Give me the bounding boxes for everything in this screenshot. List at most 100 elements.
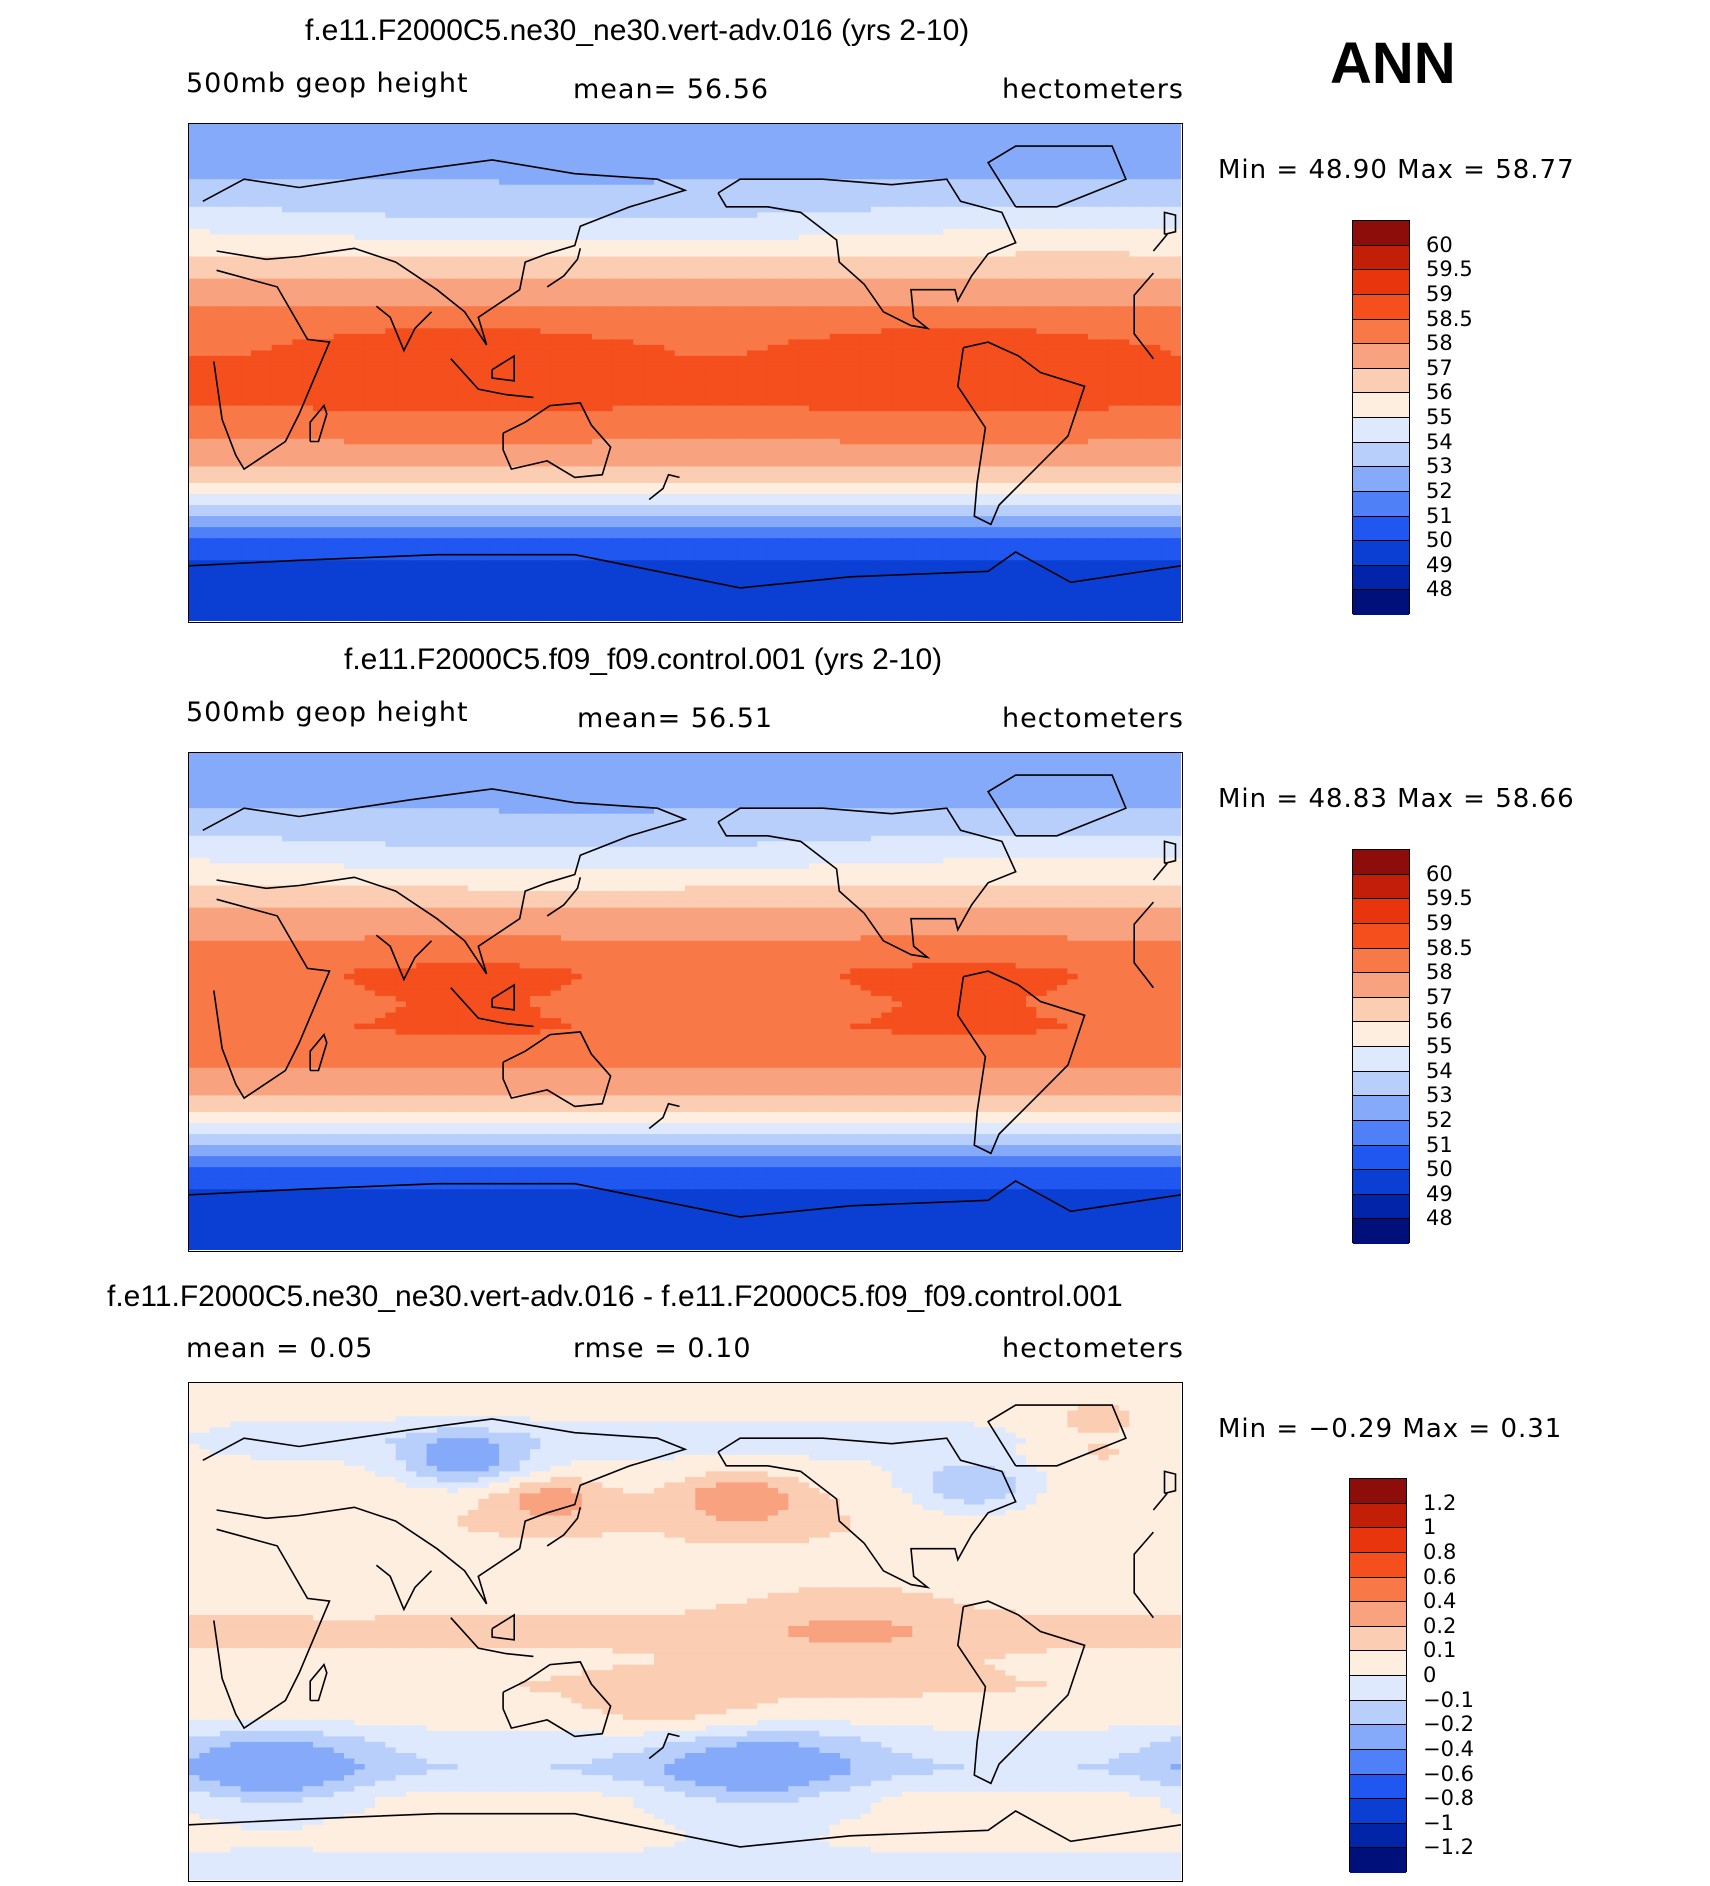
contour-cell [1036,124,1048,131]
contour-cell [478,129,490,136]
contour-cell [313,173,324,180]
contour-cell [447,355,459,363]
contour-cell [912,366,924,374]
contour-cell [788,245,800,252]
contour-cell [364,223,376,230]
contour-cell [1046,350,1058,357]
contour-cell [209,361,221,368]
contour-cell [230,212,242,219]
contour-cell [829,162,841,169]
contour-cell [736,162,748,169]
contour-cell [964,355,975,363]
contour-cell [271,173,283,180]
contour-cell [313,333,324,340]
contour-cell [933,146,944,153]
contour-cell [1077,289,1089,296]
contour-cell [778,317,789,324]
contour-cell [540,311,552,318]
contour-cell [747,217,758,224]
contour-cell [519,223,531,230]
contour-cell [654,217,665,224]
contour-cell [747,322,758,329]
contour-cell [540,273,552,280]
contour-cell [943,289,955,296]
contour-cell [716,262,727,269]
contour-cell [902,355,913,363]
contour-cell [1108,311,1120,318]
contour-cell [1139,162,1151,169]
contour-cell [984,157,996,164]
contour-cell [592,228,603,236]
contour-cell [220,206,231,213]
contour-cell [881,184,893,191]
contour-cell [809,267,820,274]
contour-cell [240,157,252,164]
contour-cell [747,344,758,352]
contour-cell [261,124,273,131]
contour-cell [519,366,531,374]
contour-cell [230,262,242,269]
contour-cell [261,400,273,407]
contour-cell [1150,168,1161,175]
contour-cell [891,129,903,136]
contour-cell [767,350,779,357]
contour-cell [1036,400,1048,407]
contour-cell [788,328,800,335]
contour-cell [984,333,996,340]
contour-cell [457,322,469,329]
contour-cell [282,184,293,191]
contour-cell [871,339,882,346]
contour-cell [230,206,242,213]
contour-cell [1015,311,1027,318]
contour-cell [1046,256,1058,263]
contour-cell [282,311,293,318]
contour-cell [395,157,407,164]
contour-cell [240,168,252,175]
contour-cell [829,372,841,379]
contour-cell [736,361,748,368]
contour-cell [344,173,355,180]
contour-cell [561,124,572,131]
contour-cell [788,355,800,363]
contour-cell [736,317,748,324]
contour-cell [240,400,252,407]
contour-cell [943,322,955,329]
contour-cell [995,262,1006,269]
contour-cell [468,273,479,280]
contour-cell [964,124,975,131]
contour-cell [1077,157,1089,164]
contour-cell [726,350,738,357]
contour-cell [406,372,417,379]
contour-cell [592,135,603,142]
contour-cell [633,179,645,186]
contour-cell [561,195,572,202]
contour-cell [623,184,634,191]
contour-cell [1046,383,1058,390]
contour-cell [251,140,262,147]
contour-cell [530,212,541,219]
contour-cell [623,311,634,318]
contour-cell [809,262,820,269]
contour-cell [716,256,727,263]
contour-cell [1057,190,1068,197]
contour-cell [540,162,552,169]
contour-cell [705,223,717,230]
contour-cell [519,317,531,324]
contour-cell [767,355,779,363]
contour-cell [809,140,820,147]
contour-cell [478,251,490,258]
contour-cell [850,168,862,175]
contour-cell [271,306,283,313]
contour-cell [974,140,986,147]
contour-cell [230,234,242,241]
contour-cell [664,239,676,247]
contour-cell [457,129,469,136]
contour-cell [251,245,262,252]
contour-cell [964,394,975,401]
contour-cell [953,206,965,213]
contour-cell [540,184,552,191]
contour-cell [395,151,407,158]
contour-cell [736,273,748,280]
contour-cell [395,372,407,379]
contour-cell [1119,289,1130,296]
